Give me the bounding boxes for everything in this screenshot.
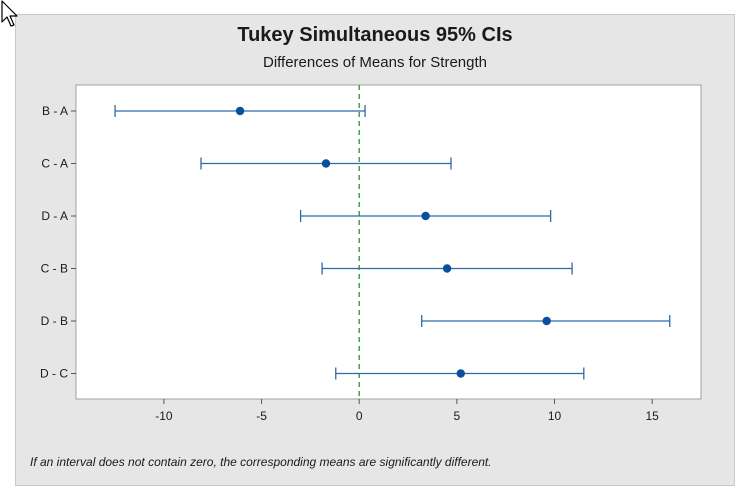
chart-footnote: If an interval does not contain zero, th… [30,455,492,469]
mean-difference-point [442,264,452,273]
y-tick-label: D - A [41,209,68,223]
x-tick-label: -5 [256,409,267,423]
x-tick-label: -10 [155,409,173,423]
mouse-cursor-icon [1,0,18,27]
y-tick-label: B - A [42,104,68,118]
x-tick-label: 5 [454,409,461,423]
y-tick-label: D - B [41,314,68,328]
x-tick-label: 15 [645,409,659,423]
y-tick-label: C - A [41,157,68,171]
mean-difference-point [542,316,551,326]
mean-difference-point [421,211,430,221]
x-tick-label: 10 [548,409,562,423]
mean-difference-point [235,106,245,116]
mean-difference-point [321,159,331,168]
chart-title: Tukey Simultaneous 95% CIs [237,24,513,46]
x-tick-label: 0 [356,409,363,423]
chart-subtitle: Differences of Means for Strength [262,54,487,71]
plot-area [75,84,702,400]
mean-difference-point [456,369,465,378]
y-tick-label: C - B [41,262,68,276]
y-tick-label: D - C [40,367,68,381]
